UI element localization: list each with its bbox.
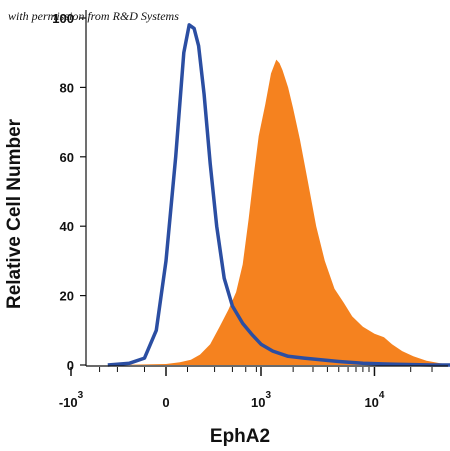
x-axis-title: EphA2 xyxy=(210,426,270,447)
x-tick-label: 104 xyxy=(364,390,384,410)
x-tick-label: 103 xyxy=(251,390,271,410)
filled-histogram-0 xyxy=(117,59,450,365)
y-tick-label: 60 xyxy=(60,150,74,165)
x-tick-label: 0 xyxy=(162,395,169,410)
y-tick-label: 40 xyxy=(60,219,74,234)
watermark: with permission from R&D Systems xyxy=(8,9,179,23)
x-axis: -1030103104105 xyxy=(59,365,448,410)
plot-area xyxy=(107,23,450,367)
y-axis-title: Relative Cell Number xyxy=(4,118,25,309)
y-tick-label: 100 xyxy=(52,11,74,26)
y-axis: 0 20 40 60 80 100 xyxy=(52,10,87,373)
x-tick-label: -103 xyxy=(59,390,84,410)
y-tick-label: 0 xyxy=(67,358,74,373)
y-tick-label: 20 xyxy=(60,289,74,304)
y-tick-label: 80 xyxy=(60,80,74,95)
control-histogram-1 xyxy=(107,23,450,367)
